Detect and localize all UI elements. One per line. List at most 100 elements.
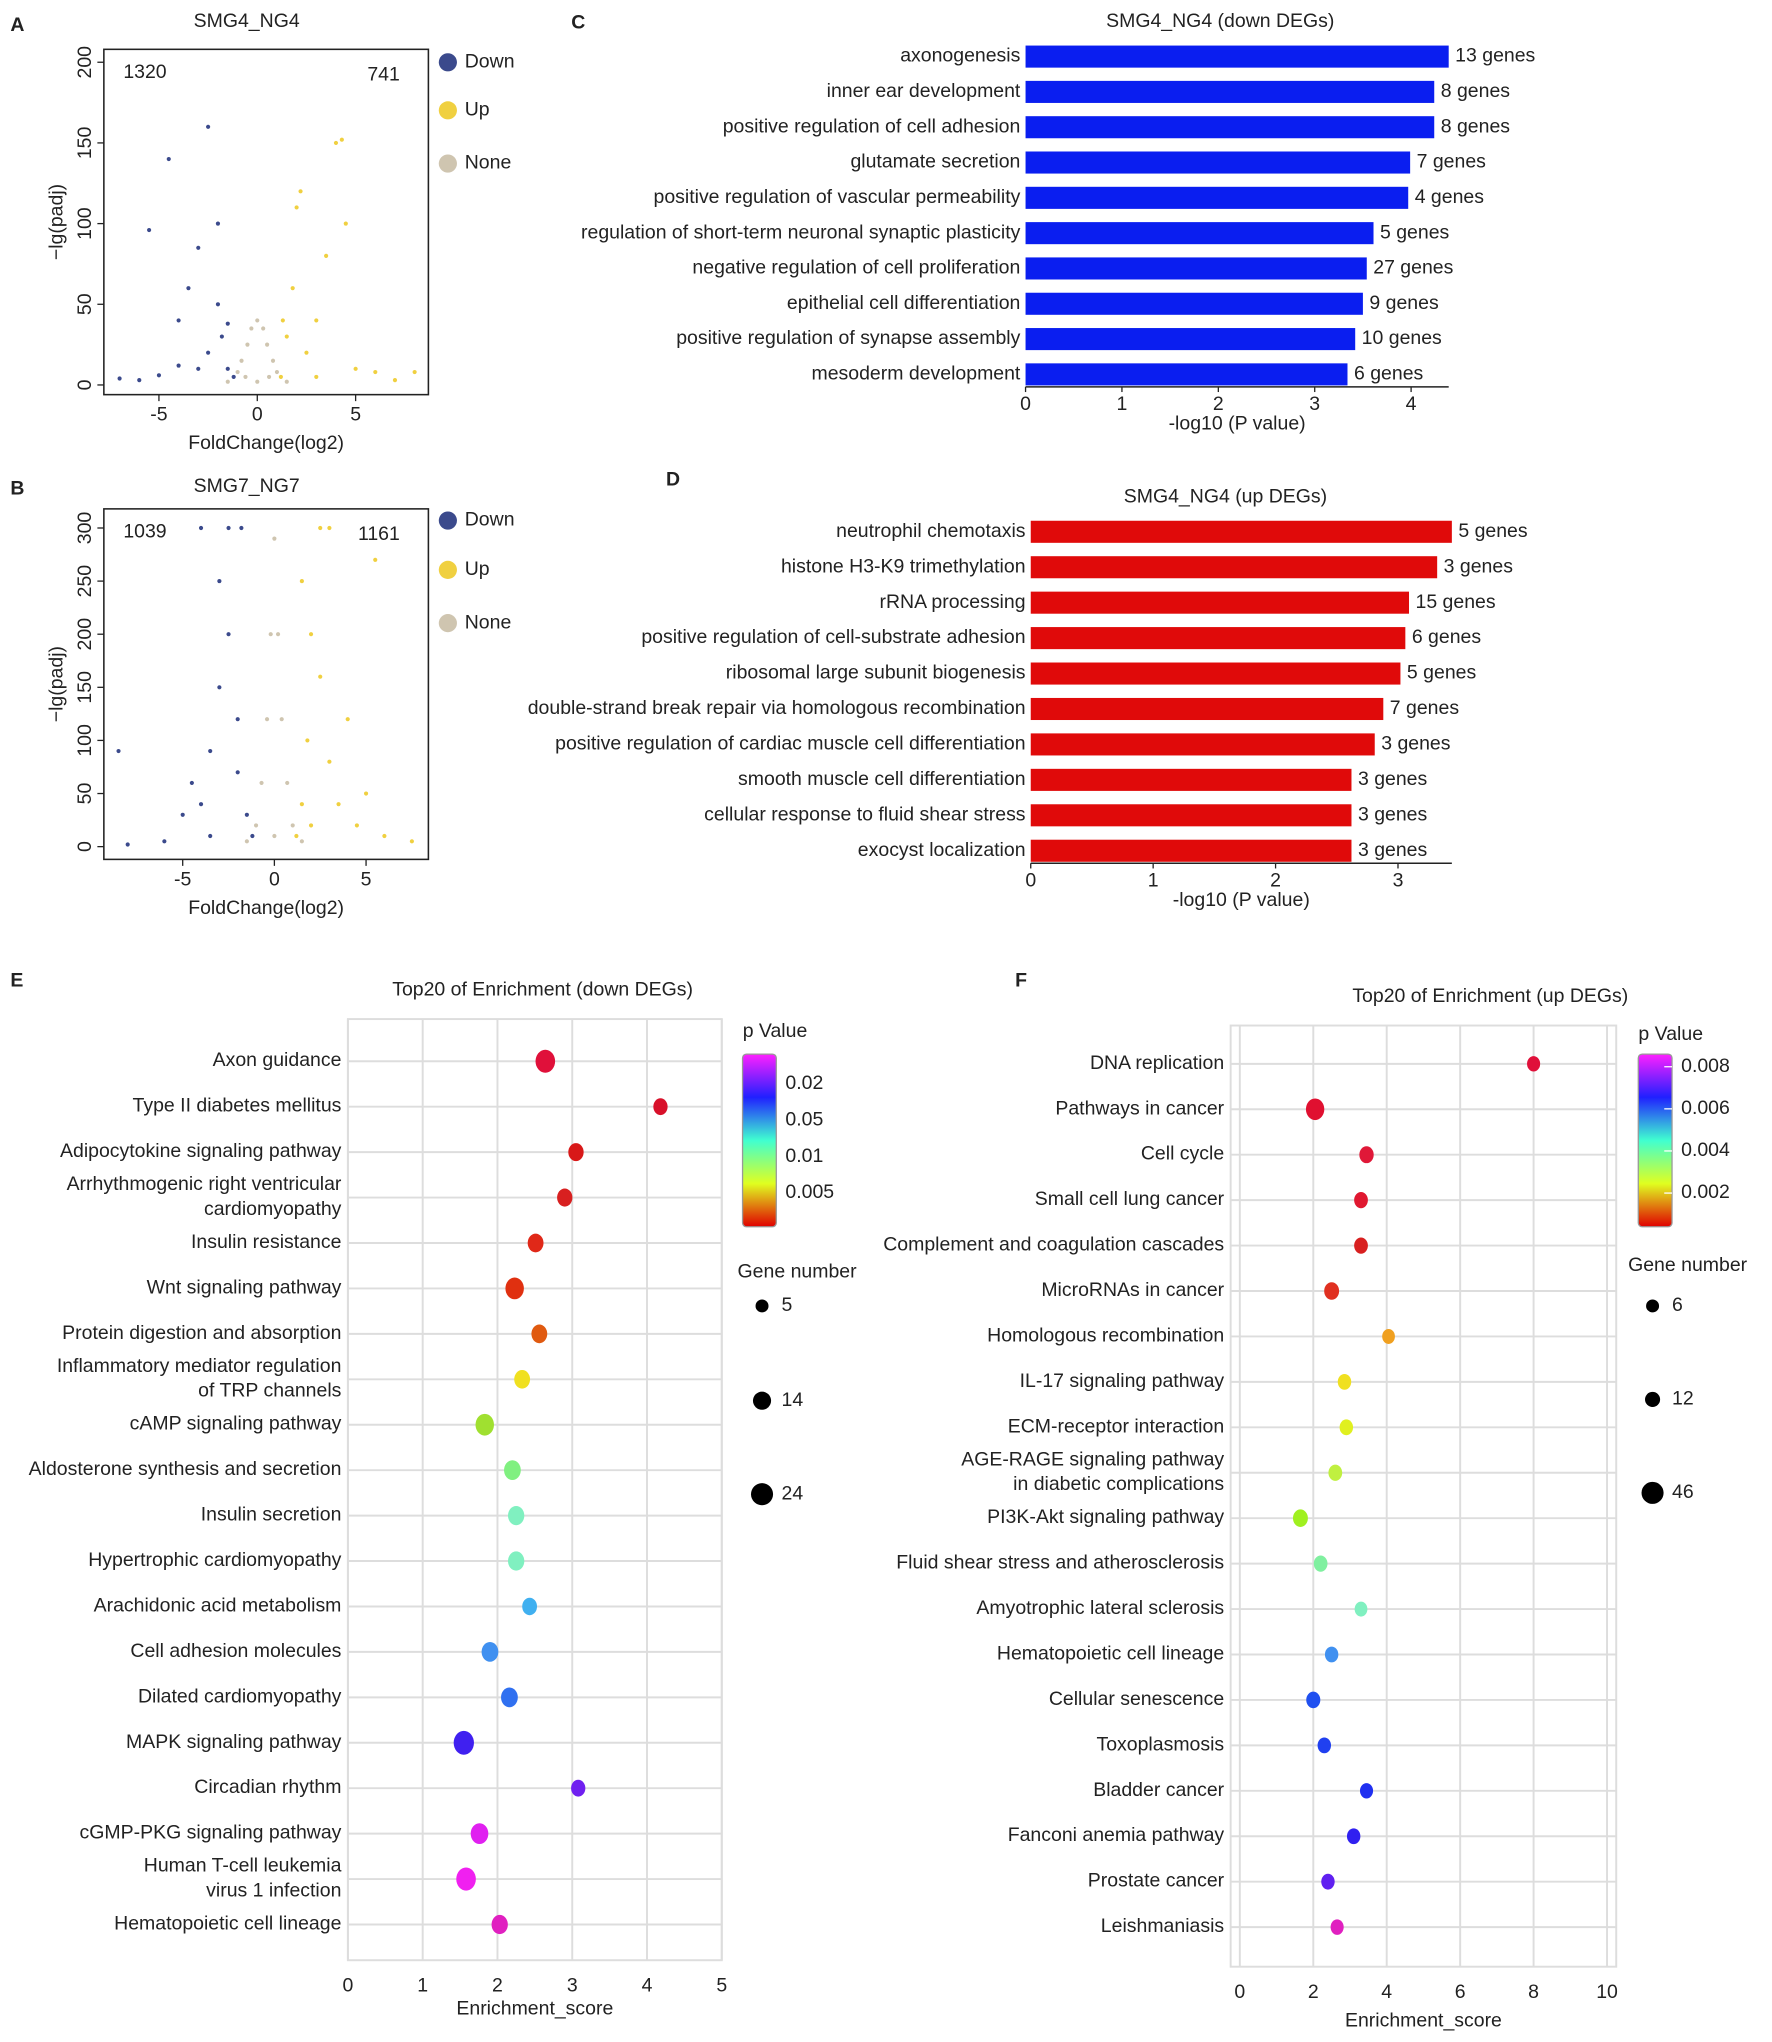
point [196,366,201,371]
x-tick-label: 10 [1596,1981,1618,2003]
y-tick-label: 300 [74,512,96,545]
dot [501,1687,518,1708]
dot [1313,1555,1328,1572]
bar [1025,257,1367,280]
panel-letter: B [10,478,24,500]
x-tick-label: 1 [417,1974,428,1996]
legend-marker [438,154,457,173]
legend-label: Up [465,98,490,120]
dot [1321,1873,1335,1890]
category-label: regulation of short-term neuronal synapt… [581,221,1021,243]
dot [456,1867,476,1891]
dot [522,1597,538,1616]
bar-label: 9 genes [1369,292,1439,314]
point [267,374,272,379]
category-label: Prostate cancer [1088,1870,1225,1892]
category-label: Insulin secretion [201,1504,342,1526]
dot [1337,1373,1352,1390]
dot [1354,1601,1368,1617]
category-label: glutamate secretion [850,151,1020,173]
category-label: cAMP signaling pathway [130,1413,342,1435]
x-tick-label: 2 [1308,1981,1319,2003]
panel-letter: A [10,14,24,36]
x-tick-label: -5 [150,404,167,426]
point [343,221,348,226]
bar [1030,627,1406,650]
dot [1527,1056,1541,1072]
bar-label: 4 genes [1415,186,1485,208]
category-label: Homologous recombination [987,1325,1224,1347]
dot [507,1551,525,1571]
point [208,833,213,839]
point [409,839,414,844]
dot [1346,1828,1361,1845]
point [244,839,249,844]
point [226,525,231,531]
y-tick-label: 100 [74,207,96,240]
dot [531,1324,548,1344]
point [268,632,273,637]
dot [1359,1146,1374,1164]
bar-label: 7 genes [1417,151,1487,173]
colorbar-label: 0.008 [1681,1055,1730,1077]
point [336,802,341,807]
category-label: Arrhythmogenic right ventricular cardiomy… [67,1173,342,1220]
category-label: positive regulation of cell-substrate ad… [641,626,1025,648]
y-axis-label: −lg(padj) [45,646,67,722]
bar [1030,804,1352,827]
colorbar-label: 0.005 [785,1181,834,1203]
point [255,379,260,384]
y-tick-label: 150 [74,127,96,160]
dot [568,1143,584,1162]
point [294,833,299,839]
annotation: 1161 [358,523,400,545]
point [215,302,221,307]
point [373,557,378,562]
dot [1317,1737,1332,1754]
bar [1025,45,1449,68]
size-legend-label: 14 [781,1389,803,1411]
point [162,839,167,844]
colorbar-title: p Value [1638,1023,1703,1045]
point [198,802,204,807]
x-tick-label: 5 [361,868,372,890]
category-label: smooth muscle cell differentiation [738,768,1025,790]
legend-marker [438,53,457,72]
legend-marker [438,101,457,120]
point [186,286,191,291]
panel-letter: E [10,970,23,992]
category-label: MAPK signaling pathway [126,1731,342,1753]
y-tick-label: 0 [74,841,96,852]
colorbar [1637,1053,1673,1228]
category-label: negative regulation of cell proliferatio… [692,257,1020,279]
category-label: Aldosterone synthesis and secretion [29,1458,342,1480]
category-label: Bladder cancer [1093,1779,1224,1801]
size-legend-label: 6 [1672,1294,1683,1316]
point [231,374,236,379]
category-label: rRNA processing [879,591,1025,613]
dot [507,1505,525,1526]
x-tick-label: 0 [269,868,280,890]
point [299,802,304,807]
point [284,334,289,339]
x-tick-label: 2 [1270,870,1281,892]
legend-label: Down [465,50,515,72]
y-tick-label: 0 [74,379,96,390]
dot [1306,1691,1321,1709]
x-axis-label: -log10 (P value) [1173,889,1310,911]
bar-label: 6 genes [1354,363,1424,385]
size-legend-dot [750,1483,774,1506]
category-label: IL-17 signaling pathway [1020,1370,1225,1392]
bar [1030,556,1438,579]
category-label: Fluid shear stress and atherosclerosis [896,1552,1224,1574]
point [259,780,264,785]
dot [571,1779,586,1797]
point [285,780,290,785]
bar-label: 8 genes [1441,115,1511,137]
chart-title: SMG4_NG4 [194,10,300,32]
x-axis-label: Enrichment_score [1345,2009,1502,2031]
bar [1030,662,1401,685]
x-tick-label: 4 [642,1974,653,1996]
dot [470,1823,489,1845]
bar-label: 3 genes [1381,733,1451,755]
